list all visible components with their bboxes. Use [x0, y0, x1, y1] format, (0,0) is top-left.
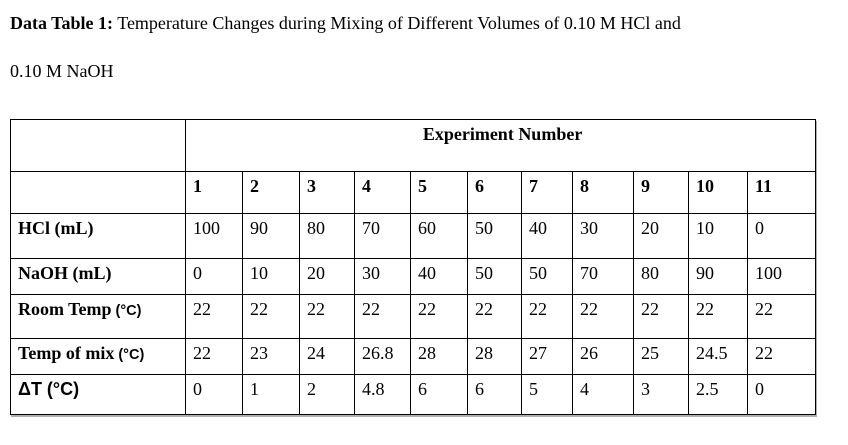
data-cell: 2.5 [688, 374, 748, 415]
row-label-hcl: HCl (mL) [10, 213, 186, 259]
data-cell: 4.8 [354, 374, 411, 415]
caption-line2: 0.10 M NaOH [10, 61, 114, 81]
data-cell: 22 [467, 294, 522, 339]
data-cell: 27 [521, 338, 573, 375]
experiment-number-cell: 9 [633, 171, 689, 214]
experiment-number-cell: 3 [299, 171, 355, 214]
row-label-text: Temp of mix [18, 343, 115, 363]
data-cell: 22 [572, 294, 634, 339]
experiment-number-cell: 7 [521, 171, 573, 214]
data-cell: 3 [633, 374, 689, 415]
data-cell: 40 [410, 258, 468, 295]
data-cell: 20 [633, 213, 689, 259]
experiment-number-cell: 1 [185, 171, 243, 214]
data-cell: 22 [185, 338, 243, 375]
data-cell: 50 [467, 213, 522, 259]
data-cell: 26 [572, 338, 634, 375]
data-table: Experiment Number 1 2 3 4 5 6 7 8 9 10 1… [10, 119, 817, 415]
data-cell: 23 [242, 338, 300, 375]
table-row-delta-t: ΔT (°C) 0 1 2 4.8 6 6 5 4 3 2.5 0 [10, 374, 817, 415]
data-cell: 6 [467, 374, 522, 415]
data-cell: 4 [572, 374, 634, 415]
data-cell: 22 [746, 294, 817, 339]
data-cell: 80 [633, 258, 689, 295]
data-cell: 6 [410, 374, 468, 415]
data-cell: 10 [688, 213, 748, 259]
row-label-temp-of-mix: Temp of mix (°C) [10, 338, 186, 375]
table-row-room-temp: Room Temp (°C) 22 22 22 22 22 22 22 22 22… [10, 294, 817, 339]
data-cell: 24 [299, 338, 355, 375]
data-cell: 25 [633, 338, 689, 375]
experiment-number-cell: 10 [688, 171, 748, 214]
table-row-experiment-numbers: 1 2 3 4 5 6 7 8 9 10 11 [10, 171, 817, 214]
data-cell: 22 [185, 294, 243, 339]
data-cell: 22 [354, 294, 411, 339]
data-cell: 70 [572, 258, 634, 295]
data-cell: 0 [746, 374, 817, 415]
caption-label: Data Table 1: [10, 13, 114, 33]
data-cell: 70 [354, 213, 411, 259]
data-cell: 22 [521, 294, 573, 339]
data-cell: 100 [185, 213, 243, 259]
data-cell: 22 [299, 294, 355, 339]
experiment-number-cell: 8 [572, 171, 634, 214]
table-row-naoh: NaOH (mL) 0 10 20 30 40 50 50 70 80 90 1… [10, 258, 817, 295]
data-cell: 22 [633, 294, 689, 339]
table-row-experiment-header: Experiment Number [10, 119, 817, 172]
experiment-number-cell: 11 [746, 171, 817, 214]
caption-text: Temperature Changes during Mixing of Dif… [113, 13, 681, 33]
data-cell: 90 [688, 258, 748, 295]
data-cell: 0 [746, 213, 817, 259]
experiment-number-header: Experiment Number [184, 119, 817, 172]
data-cell: 60 [410, 213, 468, 259]
data-cell: 22 [746, 338, 817, 375]
data-cell: 24.5 [688, 338, 748, 375]
data-cell: 80 [299, 213, 355, 259]
data-cell: 28 [467, 338, 522, 375]
data-cell: 2 [299, 374, 355, 415]
data-cell: 100 [746, 258, 817, 295]
row-label-unit: (°C) [115, 303, 142, 319]
row-label-unit: (°C) [118, 347, 145, 363]
data-cell: 0 [185, 258, 243, 295]
data-cell: 28 [410, 338, 468, 375]
empty-corner-cell [10, 119, 186, 172]
data-cell: 22 [242, 294, 300, 339]
experiment-number-cell: 2 [242, 171, 300, 214]
table-caption: Data Table 1: Temperature Changes during… [10, 12, 848, 34]
data-cell: 30 [354, 258, 411, 295]
data-cell: 1 [242, 374, 300, 415]
row-label-room-temp: Room Temp (°C) [10, 294, 186, 339]
row-label-text: Room Temp [18, 299, 112, 319]
data-cell: 90 [242, 213, 300, 259]
row-label-naoh: NaOH (mL) [10, 258, 186, 295]
empty-corner-cell [10, 171, 186, 214]
data-cell: 0 [185, 374, 243, 415]
data-cell: 40 [521, 213, 573, 259]
table-row-temp-of-mix: Temp of mix (°C) 22 23 24 26.8 28 28 27 2… [10, 338, 817, 375]
data-cell: 20 [299, 258, 355, 295]
experiment-number-cell: 6 [467, 171, 522, 214]
data-cell: 50 [467, 258, 522, 295]
experiment-number-cell: 5 [410, 171, 468, 214]
data-cell: 10 [242, 258, 300, 295]
row-label-delta-t: ΔT (°C) [10, 374, 186, 415]
data-cell: 50 [521, 258, 573, 295]
data-cell: 22 [688, 294, 748, 339]
experiment-number-cell: 4 [354, 171, 411, 214]
data-cell: 30 [572, 213, 634, 259]
table-row-hcl: HCl (mL) 100 90 80 70 60 50 40 30 20 10 … [10, 213, 817, 259]
data-cell: 5 [521, 374, 573, 415]
data-cell: 26.8 [354, 338, 411, 375]
data-cell: 22 [410, 294, 468, 339]
